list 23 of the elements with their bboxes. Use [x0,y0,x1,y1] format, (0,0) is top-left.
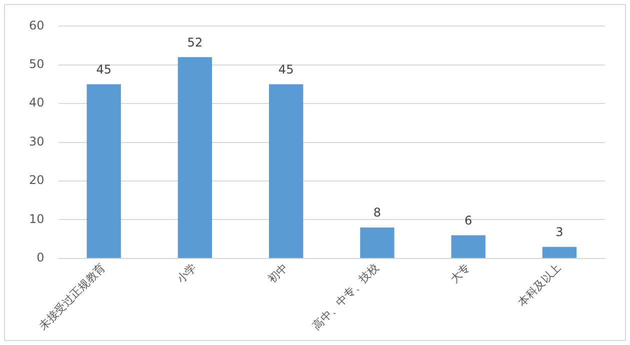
x-tick-label: 本科及以上 [516,261,564,310]
x-tick-label: 小学 [174,261,200,286]
y-tick-label: 30 [28,134,44,148]
x-tick-label: 大专 [448,261,472,286]
data-label: 6 [464,213,472,228]
x-tick-label: 高中、中专、技校 [310,261,382,332]
bar [86,84,121,258]
data-label: 45 [278,62,294,76]
y-tick-label: 10 [28,212,44,226]
data-label: 45 [96,62,112,76]
y-tick-label: 50 [28,57,44,72]
y-tick-label: 20 [28,173,44,188]
data-label: 8 [373,206,382,220]
y-tick-label: 40 [28,96,44,110]
data-label: 52 [187,35,203,50]
data-label: 3 [556,224,564,239]
y-tick-label: 60 [28,18,44,32]
bar [360,227,394,258]
bar [268,84,304,258]
bar [178,57,212,258]
x-tick-label: 初中 [265,261,290,286]
bar [451,235,486,258]
bar [542,246,577,258]
